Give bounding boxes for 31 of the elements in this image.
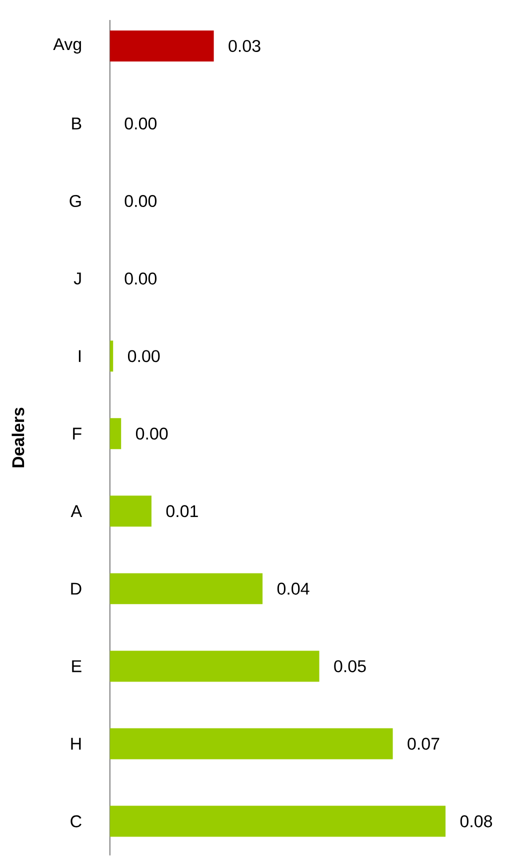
y-axis-title: Dealers	[12, 408, 24, 468]
y-tick-label: G	[70, 195, 81, 208]
data-label: 0.03	[228, 40, 260, 52]
data-label: 0.00	[124, 117, 157, 130]
data-label: 0.08	[460, 815, 492, 828]
y-tick-label: F	[73, 428, 82, 440]
data-label: 0.01	[166, 505, 198, 518]
y-tick-label: H	[71, 738, 81, 750]
data-label: 0.07	[408, 738, 440, 750]
y-tick-label: B	[72, 118, 82, 130]
data-label: 0.00	[136, 428, 168, 440]
data-label: 0.05	[334, 660, 366, 672]
bar	[110, 340, 114, 372]
data-label: 0.00	[124, 195, 157, 208]
data-label: 0.04	[278, 582, 310, 595]
bar	[110, 30, 214, 62]
data-label: 0.00	[124, 272, 157, 285]
y-tick-label: A	[70, 505, 82, 518]
bar	[110, 573, 263, 604]
y-tick-label: E	[72, 660, 82, 672]
bar	[110, 728, 393, 760]
y-tick-label: J	[74, 272, 81, 284]
bar	[110, 650, 320, 682]
y-tick-label: I	[79, 350, 81, 362]
y-tick-label: C	[70, 815, 82, 828]
y-tick-label: Avg	[53, 38, 82, 54]
bar	[110, 806, 446, 837]
data-label: 0.00	[128, 350, 160, 362]
y-tick-label: D	[71, 582, 82, 595]
bar	[110, 418, 122, 450]
bar	[110, 496, 152, 527]
